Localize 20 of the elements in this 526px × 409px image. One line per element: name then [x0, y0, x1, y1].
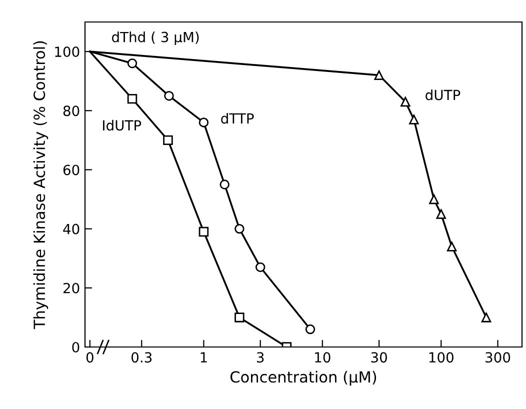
x-tick-label: 1: [200, 352, 207, 362]
x-tick-label: 30: [371, 352, 387, 363]
x-tick-label: 3: [256, 352, 264, 363]
y-tick-label: 40: [63, 224, 80, 234]
annotation: dThd ( 3 μM): [112, 32, 199, 45]
x-tick-label: 10: [315, 352, 330, 363]
x-tick-label: 100: [429, 352, 454, 363]
y-tick-label: 100: [55, 46, 80, 58]
series-label: IdUTP: [103, 120, 142, 131]
y-tick-label: 20: [63, 282, 80, 294]
x-tick-label: 0.3: [132, 352, 152, 363]
y-axis-title: Thymidine Kinase Activity (% Control): [33, 41, 48, 330]
y-tick-label: 60: [63, 164, 80, 176]
series-label: dUTP: [426, 89, 460, 100]
series-label: dTTP: [221, 112, 254, 124]
x-tick-label: 0: [86, 352, 94, 363]
x-axis-title: Concentration (μM): [230, 370, 376, 386]
y-tick-label: 80: [63, 106, 80, 116]
x-tick-label: 300: [486, 352, 510, 363]
y-tick-label: 0: [72, 342, 80, 352]
